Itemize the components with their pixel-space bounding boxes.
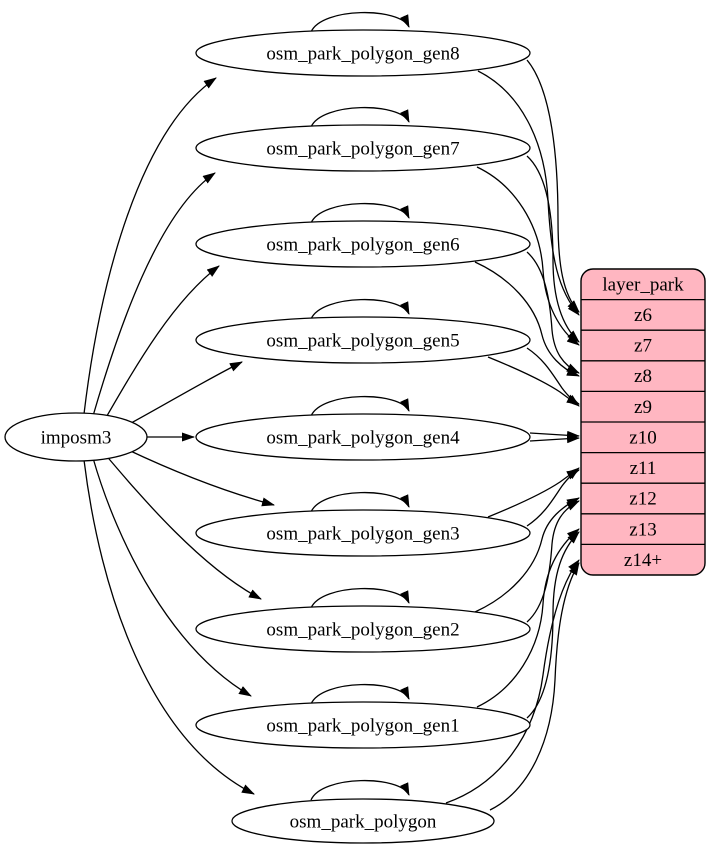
node-gen5-shape [195, 316, 531, 364]
node-gen3: osm_park_polygon_gen3 [195, 509, 531, 557]
node-gen7-shape [195, 124, 531, 172]
edge-gen7-to-z7-b [476, 166, 580, 346]
self-loop-gen6 [310, 202, 410, 224]
node-gen1: osm_park_polygon_gen1 [195, 701, 531, 749]
self-loop-polygon [310, 779, 410, 801]
edge-gen2-to-z12-b [474, 497, 580, 613]
node-gen3-label: osm_park_polygon_gen3 [266, 524, 459, 545]
node-gen7: osm_park_polygon_gen7 [195, 124, 531, 172]
layer-row-z10: z10 [629, 428, 656, 449]
node-gen4: osm_park_polygon_gen4 [195, 413, 531, 461]
node-gen2-label: osm_park_polygon_gen2 [266, 620, 459, 641]
edge-gen8-to-z6-a [526, 59, 580, 313]
edge-gen2-to-z12-a [526, 500, 580, 623]
edge-gen4-to-z10-b [529, 434, 580, 444]
self-loop-gen3 [310, 491, 410, 513]
edge-gen5-to-z9-b [487, 356, 580, 407]
node-imposm3-label: imposm3 [41, 428, 112, 449]
node-gen4-label: osm_park_polygon_gen4 [266, 428, 460, 449]
node-gen2-shape [195, 605, 531, 653]
self-loop-gen1 [310, 683, 410, 705]
node-polygon-label: osm_park_polygon [290, 812, 437, 833]
self-loop-gen5 [310, 298, 410, 320]
edges-to-layer [445, 59, 580, 811]
edge-gen6-to-z8-a [526, 251, 580, 374]
self-loop-gen8 [310, 11, 410, 33]
layer-row-z9: z9 [634, 397, 652, 418]
layer-row-z11: z11 [630, 458, 657, 479]
node-gen6-shape [195, 220, 531, 268]
edge-polygon-to-z14-a [489, 562, 580, 811]
layer-park-table: layer_park z6 z7 z8 z9 z10 z11 z12 z13 z… [580, 268, 706, 576]
layer-row-z14: z14+ [624, 550, 662, 571]
self-loop-gen7 [310, 106, 410, 128]
node-gen8-label: osm_park_polygon_gen8 [266, 44, 459, 65]
node-gen1-shape [195, 701, 531, 749]
edge-imposm3-to-polygon [83, 459, 255, 795]
node-gen6-label: osm_park_polygon_gen6 [266, 235, 459, 256]
self-loops [310, 11, 410, 801]
layer-row-z6: z6 [634, 305, 652, 326]
edge-gen1-to-z13-a [526, 531, 580, 719]
edges-imposm3 [83, 77, 275, 795]
node-gen8-shape [195, 29, 531, 77]
edge-gen8-to-z6-b [477, 70, 580, 316]
node-gen7-label: osm_park_polygon_gen7 [266, 139, 459, 160]
edge-imposm3-to-gen8 [83, 77, 217, 415]
layer-row-z13: z13 [629, 520, 656, 541]
node-polygon: osm_park_polygon [231, 798, 495, 844]
edge-gen1-to-z13-b [476, 528, 580, 708]
edge-gen4-to-z10-a [529, 430, 580, 440]
edge-gen6-to-z8-b [474, 261, 580, 377]
self-loop-gen4 [310, 395, 410, 417]
edge-imposm3-to-gen7 [92, 172, 216, 417]
node-gen3-shape [195, 509, 531, 557]
edge-gen3-to-z11-b [487, 467, 580, 518]
edge-polygon-to-z14-b [445, 559, 580, 804]
node-gen2: osm_park_polygon_gen2 [195, 605, 531, 653]
layer-row-z8: z8 [634, 366, 652, 387]
node-gen8: osm_park_polygon_gen8 [195, 29, 531, 77]
layer-park-header: layer_park [602, 275, 684, 296]
edge-imposm3-to-gen3 [121, 446, 275, 507]
node-gen4-shape [195, 413, 531, 461]
edge-imposm3-to-gen6 [103, 265, 220, 422]
node-gen5-label: osm_park_polygon_gen5 [266, 331, 459, 352]
self-loop-gen2 [310, 587, 410, 609]
node-gen1-label: osm_park_polygon_gen1 [266, 716, 459, 737]
node-polygon-shape [231, 798, 495, 844]
edge-imposm3-to-gen1 [92, 457, 252, 697]
layer-row-z7: z7 [634, 336, 652, 357]
edge-imposm3-to-gen2 [103, 452, 262, 600]
node-imposm3: imposm3 [4, 412, 148, 462]
node-gen5: osm_park_polygon_gen5 [195, 316, 531, 364]
layer-row-z12: z12 [629, 489, 656, 510]
edge-imposm3-to-gen5 [121, 361, 243, 429]
node-imposm3-shape [4, 412, 148, 462]
node-gen6: osm_park_polygon_gen6 [195, 220, 531, 268]
edge-gen7-to-z7-a [526, 155, 580, 343]
